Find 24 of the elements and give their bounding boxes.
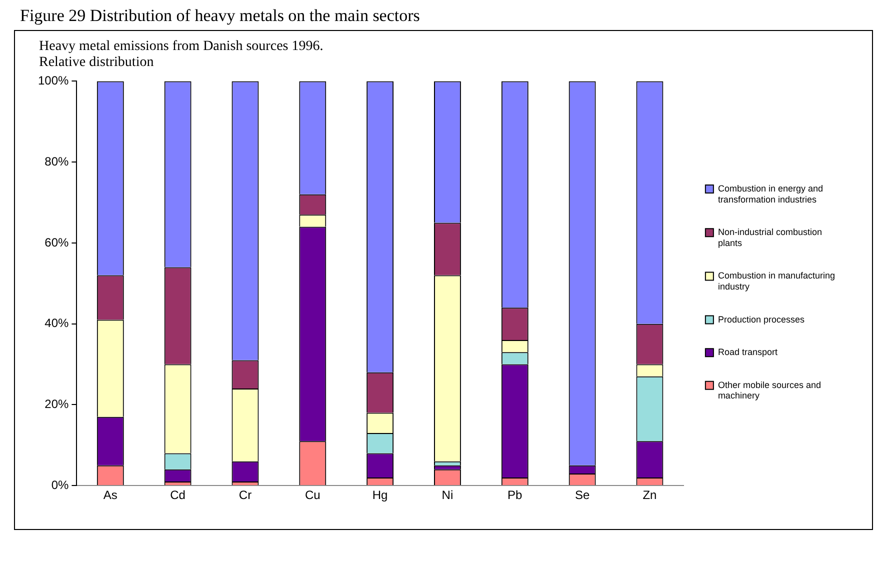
legend-label: Production processes <box>718 314 805 324</box>
y-tick-label: 40% <box>44 316 70 330</box>
x-tick-label: Cd <box>170 488 186 502</box>
text: Relative distribution <box>39 55 155 71</box>
y-tick-label: 100% <box>38 74 70 88</box>
legend-label: Combustion in manufacturing industry <box>718 270 835 292</box>
x-tick-label: Zn <box>642 488 657 502</box>
legend-label: Non-industrial combustion plants <box>718 227 822 248</box>
y-tick-label: 0% <box>51 478 70 492</box>
x-tick-label: Se <box>574 488 590 502</box>
x-tick-label: Hg <box>372 488 388 502</box>
x-tick-label: Cr <box>238 488 252 502</box>
x-tick-label: Pb <box>508 488 523 502</box>
chart-subtitle: Heavy metal emissions from Danish sources 1996. <box>39 39 324 55</box>
y-tick-label: 60% <box>44 235 70 250</box>
chart-title: Figure 29 Distribution of heavy metals on the main sectors <box>19 5 421 27</box>
x-tick-label: Cu <box>304 488 320 502</box>
y-tick-label: 20% <box>44 397 70 412</box>
legend-label: Other mobile sources and machinery <box>718 380 821 401</box>
x-tick-label: As <box>103 488 118 502</box>
legend-label: Combustion in energy and transformation industries <box>718 183 824 204</box>
y-tick-label: 80% <box>44 154 70 168</box>
x-tick-label: Ni <box>442 488 454 502</box>
legend-label: Road transport <box>718 347 778 358</box>
